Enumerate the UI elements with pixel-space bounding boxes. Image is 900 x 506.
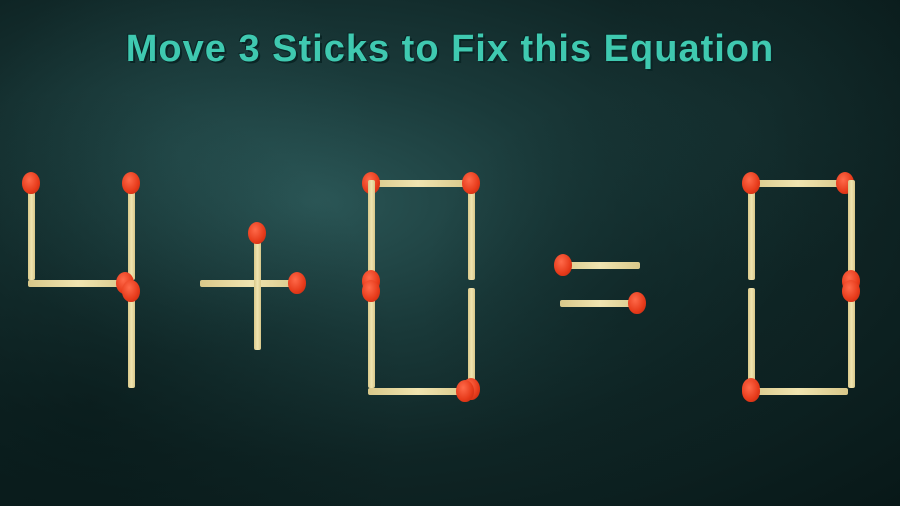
matchstick-equation [0,180,900,440]
puzzle-title: Move 3 Sticks to Fix this Equation [126,28,774,71]
